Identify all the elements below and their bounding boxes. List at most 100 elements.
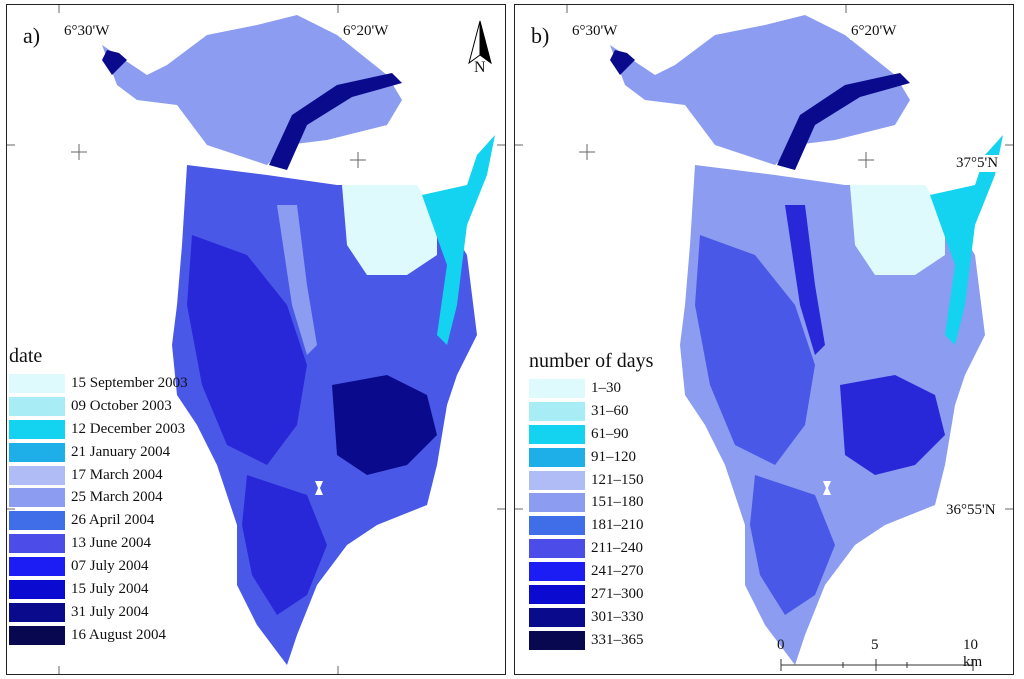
lat-top-label: 37°5'N <box>955 155 1000 172</box>
scale-bar: 0 5 10 km <box>777 637 987 671</box>
legend-item: 61–90 <box>529 423 653 446</box>
lon-right-label: 6°20'W <box>342 23 390 40</box>
legend-swatch <box>9 534 65 554</box>
legend-rows: 15 September 2003 09 October 2003 12 Decem… <box>9 372 188 647</box>
legend-item-label: 301–330 <box>591 608 644 625</box>
legend-item-label: 91–120 <box>591 448 636 465</box>
legend-item: 241–270 <box>529 560 653 583</box>
legend-item-label: 211–240 <box>591 540 643 557</box>
legend-item-label: 12 December 2003 <box>71 420 186 437</box>
legend-item-label: 61–90 <box>591 425 629 442</box>
graticule-ticks <box>515 5 1013 510</box>
legend-item: 12 December 2003 <box>9 418 188 441</box>
legend-item: 13 June 2004 <box>9 532 188 555</box>
legend-swatch <box>9 396 65 416</box>
lon-left-label: 6°30'W <box>571 23 619 40</box>
legend-swatch <box>529 447 585 467</box>
flood-days-map <box>515 5 1013 665</box>
legend-title: date <box>9 345 43 367</box>
marsh-area <box>610 15 1003 665</box>
legend-swatch <box>529 607 585 627</box>
legend-swatch <box>9 419 65 439</box>
legend-item-label: 181–210 <box>591 517 644 534</box>
legend-swatch <box>529 630 585 650</box>
legend-item: 15 July 2004 <box>9 578 188 601</box>
legend-item: 331–365 <box>529 629 653 652</box>
legend-item-label: 151–180 <box>591 494 644 511</box>
legend-item-label: 17 March 2004 <box>71 466 163 483</box>
legend-item: 301–330 <box>529 606 653 629</box>
legend-swatch <box>9 602 65 622</box>
legend-swatch <box>529 378 585 398</box>
legend-item: 25 March 2004 <box>9 486 188 509</box>
north-label: N <box>474 59 486 76</box>
legend-item-label: 15 July 2004 <box>71 580 149 597</box>
legend-item: 15 September 2003 <box>9 372 188 395</box>
lat-bottom-label: 36°55'N <box>945 502 997 519</box>
legend-item-label: 121–150 <box>591 471 644 488</box>
legend-swatch <box>9 488 65 508</box>
legend-item: 181–210 <box>529 514 653 537</box>
legend-swatch <box>529 424 585 444</box>
legend-swatch <box>9 625 65 645</box>
legend-swatch <box>529 516 585 536</box>
legend-item: 31 July 2004 <box>9 601 188 624</box>
legend-item: 17 March 2004 <box>9 464 188 487</box>
lon-right-label: 6°20'W <box>850 23 898 40</box>
legend-swatch <box>529 539 585 559</box>
legend-item-label: 271–300 <box>591 585 644 602</box>
date-legend: date 15 September 2003 09 October 2003 12 … <box>9 345 188 647</box>
legend-item-label: 1–30 <box>591 379 621 396</box>
location-marker-icon <box>823 481 831 495</box>
graticule-ticks <box>7 5 505 674</box>
legend-swatch <box>529 584 585 604</box>
legend-swatch <box>9 511 65 531</box>
legend-rows: 1–30 31–60 61–90 91–120 121–150 151–180 181–21… <box>529 377 653 652</box>
legend-swatch <box>9 465 65 485</box>
legend-item-label: 331–365 <box>591 631 644 648</box>
legend-swatch <box>9 442 65 462</box>
legend-item-label: 13 June 2004 <box>71 535 151 552</box>
lon-left-label: 6°30'W <box>63 23 111 40</box>
legend-item: 121–150 <box>529 469 653 492</box>
legend-item-label: 31 July 2004 <box>71 603 149 620</box>
scale-label-0: 0 <box>777 637 785 653</box>
legend-swatch <box>9 557 65 577</box>
map-panel-a: a) 6°30'W 6°20'W N date 15 September 200… <box>6 4 506 675</box>
map-panel-b: b) 6°30'W 6°20'W 37°5'N 36°55'N number o… <box>514 4 1014 675</box>
legend-title: number of days <box>529 350 654 372</box>
north-arrow-icon <box>468 20 492 65</box>
legend-swatch <box>529 562 585 582</box>
legend-swatch <box>529 470 585 490</box>
legend-item: 09 October 2003 <box>9 395 188 418</box>
legend-item-label: 25 March 2004 <box>71 489 163 506</box>
legend-item: 211–240 <box>529 537 653 560</box>
legend-item: 31–60 <box>529 400 653 423</box>
scale-bar-line <box>780 659 974 671</box>
legend-item-label: 26 April 2004 <box>71 512 155 529</box>
legend-item: 21 January 2004 <box>9 441 188 464</box>
panel-a-label: a) <box>23 23 41 48</box>
legend-item: 07 July 2004 <box>9 555 188 578</box>
legend-swatch <box>9 373 65 393</box>
flood-date-map <box>7 5 505 674</box>
legend-swatch <box>529 493 585 513</box>
legend-item: 151–180 <box>529 491 653 514</box>
scale-label-5: 5 <box>871 637 879 653</box>
legend-item: 16 August 2004 <box>9 624 188 647</box>
marsh-area <box>102 15 495 665</box>
legend-item: 91–120 <box>529 446 653 469</box>
panel-b-label: b) <box>531 23 550 48</box>
days-legend: number of days 1–30 31–60 61–90 91–120 121–1… <box>529 350 653 652</box>
legend-item-label: 15 September 2003 <box>71 374 188 391</box>
location-marker-icon <box>315 481 323 495</box>
legend-item: 271–300 <box>529 583 653 606</box>
legend-item-label: 31–60 <box>591 402 629 419</box>
legend-swatch <box>9 579 65 599</box>
legend-swatch <box>529 401 585 421</box>
legend-item-label: 241–270 <box>591 563 644 580</box>
legend-item-label: 21 January 2004 <box>71 443 171 460</box>
legend-item: 1–30 <box>529 377 653 400</box>
legend-item: 26 April 2004 <box>9 509 188 532</box>
legend-item-label: 16 August 2004 <box>71 626 167 643</box>
